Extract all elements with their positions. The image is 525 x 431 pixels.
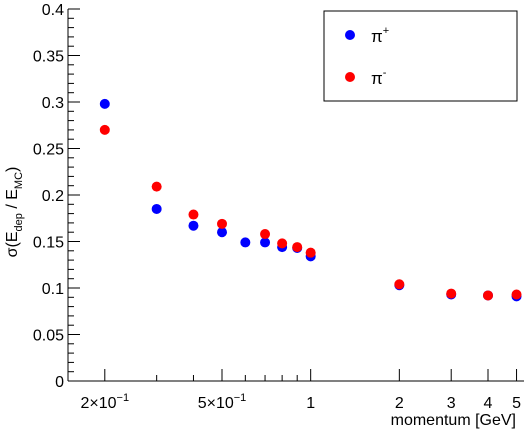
y-label-mc-subscript: MC bbox=[13, 172, 25, 189]
y-tick-label: 0.4 bbox=[42, 2, 64, 19]
data-point bbox=[260, 237, 271, 248]
y-tick-label: 0 bbox=[55, 374, 64, 391]
legend-marker bbox=[345, 72, 355, 82]
legend-label-base: π bbox=[371, 69, 383, 88]
x-tick-label: 5 bbox=[512, 395, 521, 412]
legend-label-sup: - bbox=[383, 67, 387, 79]
data-point bbox=[99, 124, 110, 135]
data-points bbox=[99, 98, 522, 302]
data-point bbox=[394, 279, 405, 290]
legend-box bbox=[323, 10, 518, 102]
y-label-base: σ(E bbox=[4, 231, 21, 257]
data-point bbox=[277, 238, 288, 249]
x-tick-label-base: 2×10 bbox=[81, 395, 117, 412]
y-label-slash: / E bbox=[4, 189, 21, 213]
x-axis-label: momentum [GeV] bbox=[391, 412, 516, 429]
y-tick-label: 0.05 bbox=[33, 328, 64, 345]
y-tick-label: 0.2 bbox=[42, 188, 64, 205]
y-label-close: ) bbox=[4, 167, 21, 172]
data-point bbox=[151, 181, 162, 192]
x-tick-label-exponent: −1 bbox=[117, 392, 130, 404]
data-point bbox=[260, 229, 271, 240]
x-tick-label: 2×10−1 bbox=[81, 392, 130, 412]
x-tick-label-exponent: −1 bbox=[234, 392, 247, 404]
legend-label-sup: + bbox=[383, 25, 389, 37]
y-tick-label: 0.1 bbox=[42, 281, 64, 298]
data-point bbox=[240, 237, 251, 248]
data-point bbox=[511, 289, 522, 300]
data-point bbox=[99, 98, 110, 109]
legend: π+π- bbox=[323, 10, 518, 102]
axes: 00.050.10.150.20.250.30.350.42×10−1 5×10−… bbox=[33, 2, 524, 412]
y-axis-title: σ(Edep / EMC) bbox=[4, 167, 25, 258]
legend-label: π- bbox=[371, 67, 387, 88]
legend-marker bbox=[345, 30, 355, 40]
y-tick-label: 0.15 bbox=[33, 235, 64, 252]
data-point bbox=[217, 227, 228, 238]
data-point bbox=[188, 220, 199, 231]
data-point bbox=[305, 247, 316, 258]
y-axis-label: σ(Edep / EMC) bbox=[4, 167, 25, 258]
x-tick-label: 4 bbox=[484, 395, 493, 412]
x-tick-label: 2 bbox=[395, 395, 404, 412]
y-label-dep-subscript: dep bbox=[13, 213, 25, 231]
data-point bbox=[446, 288, 457, 299]
data-point bbox=[151, 203, 162, 214]
x-tick-label-base: 5×10 bbox=[198, 395, 234, 412]
legend-label: π+ bbox=[371, 25, 389, 46]
x-tick-label: 3 bbox=[447, 395, 456, 412]
x-tick-label: 1 bbox=[306, 395, 315, 412]
y-tick-label: 0.35 bbox=[33, 49, 64, 66]
data-point bbox=[483, 290, 494, 301]
y-tick-label: 0.25 bbox=[33, 142, 64, 159]
data-point bbox=[292, 242, 303, 253]
x-tick-label: 5×10−1 bbox=[198, 392, 247, 412]
y-tick-label: 0.3 bbox=[42, 95, 64, 112]
data-point bbox=[188, 209, 199, 220]
data-point bbox=[217, 218, 228, 229]
series-pi-minus bbox=[99, 124, 522, 301]
legend-label-base: π bbox=[371, 27, 383, 46]
